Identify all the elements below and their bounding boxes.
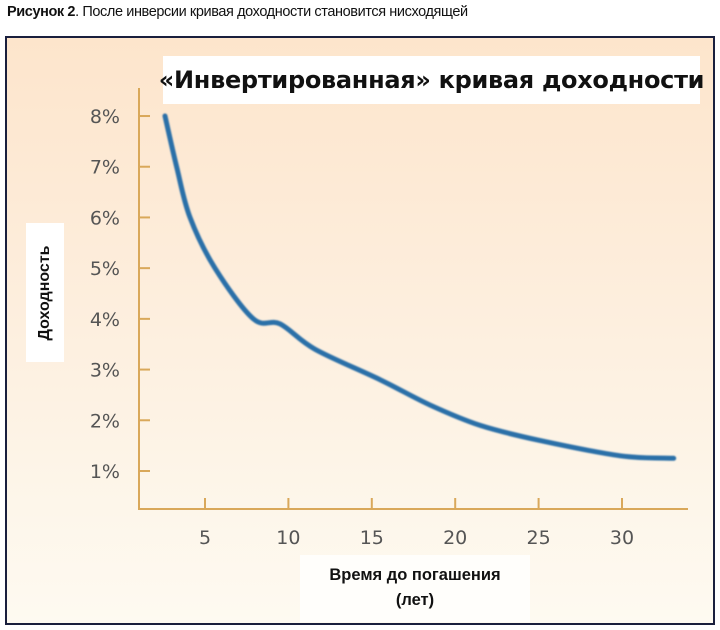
y-tick-label: 5% — [90, 258, 120, 280]
x-tick-label: 25 — [527, 527, 551, 549]
y-tick-label: 7% — [90, 157, 120, 179]
y-axis-title-box: Доходность — [26, 223, 64, 362]
x-tick-label: 5 — [199, 527, 211, 549]
chart-frame — [5, 36, 715, 625]
y-ticks — [139, 115, 150, 472]
y-tick-label: 8% — [90, 106, 120, 128]
figure-caption: Рисунок 2. После инверсии кривая доходно… — [7, 4, 468, 20]
y-tick-label: 2% — [90, 410, 120, 432]
y-axis-title: Доходность — [36, 245, 53, 340]
figure-caption-text: . После инверсии кривая доходности стано… — [75, 4, 468, 20]
yield-curve-line — [162, 113, 677, 461]
x-tick-label: 10 — [276, 527, 300, 549]
x-axis-title-box: Время до погашения (лет) — [300, 555, 530, 622]
y-tick-label: 1% — [90, 461, 120, 483]
x-tick-labels: 5 10 15 20 25 30 — [199, 527, 634, 549]
y-tick-label: 3% — [90, 360, 120, 382]
x-axis-title-line1: Время до погашения — [329, 566, 501, 584]
x-ticks — [204, 498, 623, 509]
x-axis-title-line2: (лет) — [395, 591, 435, 609]
x-tick-label: 20 — [443, 527, 467, 549]
chart-title: «Инвертированная» кривая доходности — [158, 66, 705, 94]
y-tick-labels: 1% 2% 3% 4% 5% 6% 7% 8% — [90, 106, 120, 483]
y-tick-label: 6% — [90, 207, 120, 229]
chart-title-box: «Инвертированная» кривая доходности — [159, 56, 705, 104]
figure-number: Рисунок 2 — [7, 4, 76, 20]
x-tick-label: 30 — [610, 527, 634, 549]
x-tick-label: 15 — [360, 527, 384, 549]
y-tick-label: 4% — [90, 309, 120, 331]
